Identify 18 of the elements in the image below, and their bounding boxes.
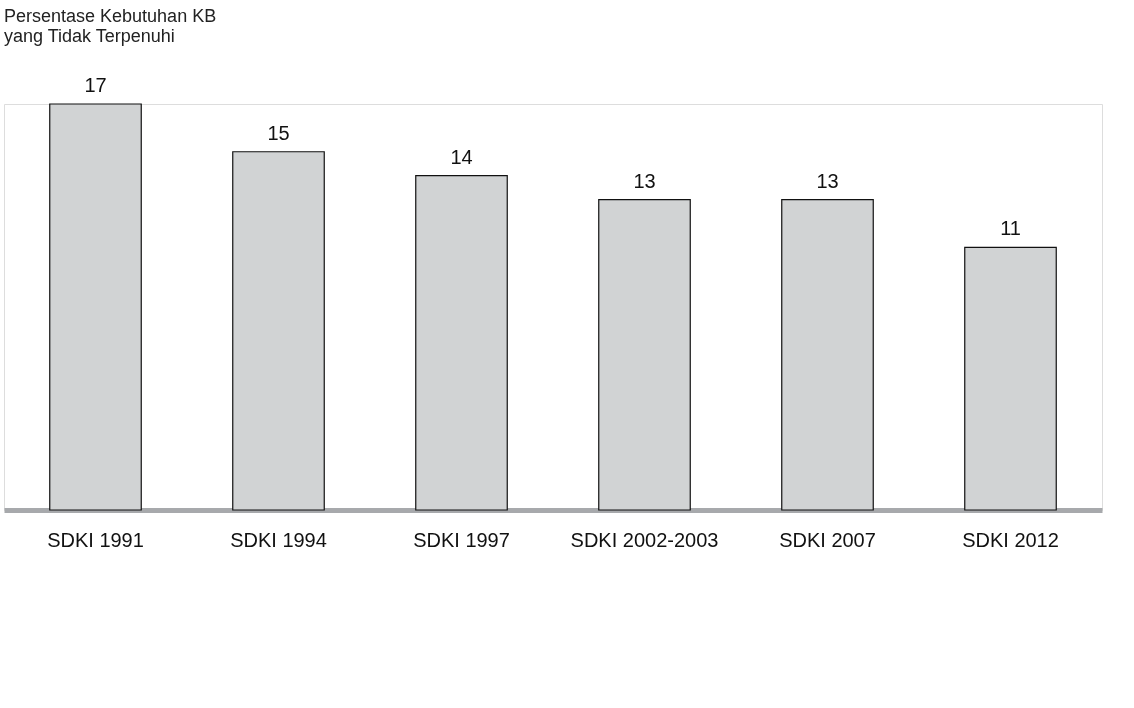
x-tick-label: SDKI 1994 — [230, 528, 327, 551]
data-label: 13 — [633, 169, 656, 192]
data-label: 13 — [816, 169, 839, 192]
x-tick-label: SDKI 1997 — [413, 528, 510, 551]
x-tick-label: SDKI 2007 — [779, 528, 876, 551]
bar — [598, 198, 691, 511]
data-label: 15 — [267, 121, 290, 144]
data-label: 14 — [450, 145, 473, 168]
x-tick-label: SDKI 1991 — [47, 528, 144, 551]
chart-title: Persentase Kebutuhan KB yang Tidak Terpenuhi — [4, 6, 217, 46]
bar — [415, 175, 508, 511]
bar — [781, 198, 874, 511]
data-label: 11 — [1000, 217, 1021, 240]
x-tick-label: SDKI 2002-2003 — [570, 528, 719, 551]
bar — [232, 151, 325, 511]
bar — [964, 246, 1057, 511]
data-label: 17 — [84, 74, 107, 96]
x-tick-label: SDKI 2012 — [962, 528, 1059, 551]
